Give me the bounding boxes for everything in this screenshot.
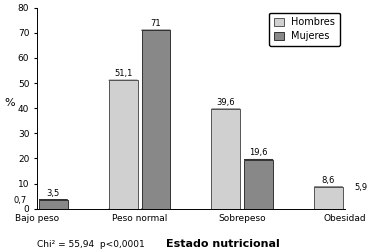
Text: 71: 71 [151,19,161,28]
Text: Estado nutricional: Estado nutricional [166,239,279,249]
Bar [314,187,343,209]
Y-axis label: %: % [4,98,15,108]
Bar [211,109,240,209]
Text: 19,6: 19,6 [249,148,268,158]
Text: Chi² = 55,94  p<0,0001: Chi² = 55,94 p<0,0001 [37,240,145,249]
Text: 5,9: 5,9 [355,183,368,192]
Text: 3,5: 3,5 [47,189,60,198]
Text: 0,7: 0,7 [14,196,27,205]
Bar [244,160,273,209]
Bar [142,30,170,209]
Text: 39,6: 39,6 [217,98,235,107]
Text: 8,6: 8,6 [322,176,335,185]
Text: 51,1: 51,1 [114,69,132,78]
Bar [39,200,68,209]
Legend: Hombres, Mujeres: Hombres, Mujeres [269,13,340,46]
Bar [347,194,371,209]
Bar [109,80,138,209]
Bar [6,207,35,209]
